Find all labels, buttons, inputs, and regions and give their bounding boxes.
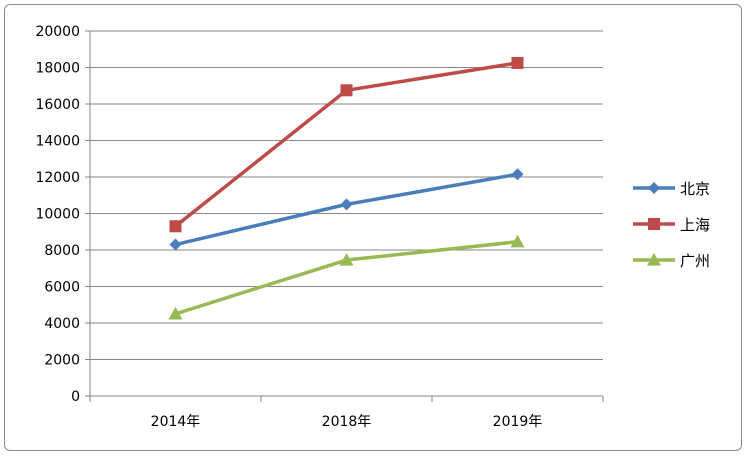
x-tick-label: 2019年 — [493, 414, 543, 430]
data-point — [169, 238, 182, 251]
series-line-2 — [173, 240, 520, 316]
y-tick-label: 16000 — [35, 97, 80, 113]
x-tick-label: 2018年 — [322, 414, 372, 430]
legend-marker — [648, 218, 660, 230]
legend-label: 上海 — [680, 216, 710, 234]
data-point — [339, 253, 354, 266]
legend-marker — [648, 182, 660, 194]
chart-frame — [4, 4, 742, 451]
y-tick-label: 10000 — [35, 207, 80, 223]
y-tick-label: 14000 — [35, 134, 80, 150]
legend-marker — [647, 253, 661, 266]
y-tick-labels: 0 2000 4000 6000 8000 10000 12000 14000 16000 180… — [35, 24, 80, 405]
data-point — [169, 220, 182, 233]
data-point — [511, 168, 524, 181]
y-tick-label: 2000 — [44, 353, 80, 369]
y-tick-label: 4000 — [44, 316, 80, 332]
data-point — [511, 56, 524, 69]
data-point — [340, 198, 353, 211]
x-tick-labels: 2014年 2018年 2019年 — [151, 414, 543, 430]
y-tick-label: 6000 — [44, 280, 80, 296]
axes — [85, 30, 604, 402]
y-tick-label: 20000 — [35, 24, 80, 40]
legend-label: 广州 — [680, 252, 710, 270]
data-point — [168, 306, 183, 320]
y-tick-label: 12000 — [35, 170, 80, 186]
y-tick-label: 18000 — [35, 61, 80, 77]
y-tick-label: 0 — [71, 389, 80, 405]
data-point — [510, 234, 525, 248]
x-tick-label: 2014年 — [151, 414, 201, 430]
series-lines — [168, 56, 525, 320]
legend-label: 北京 — [680, 180, 710, 198]
y-tick-label: 8000 — [44, 243, 80, 259]
data-point — [340, 84, 353, 97]
